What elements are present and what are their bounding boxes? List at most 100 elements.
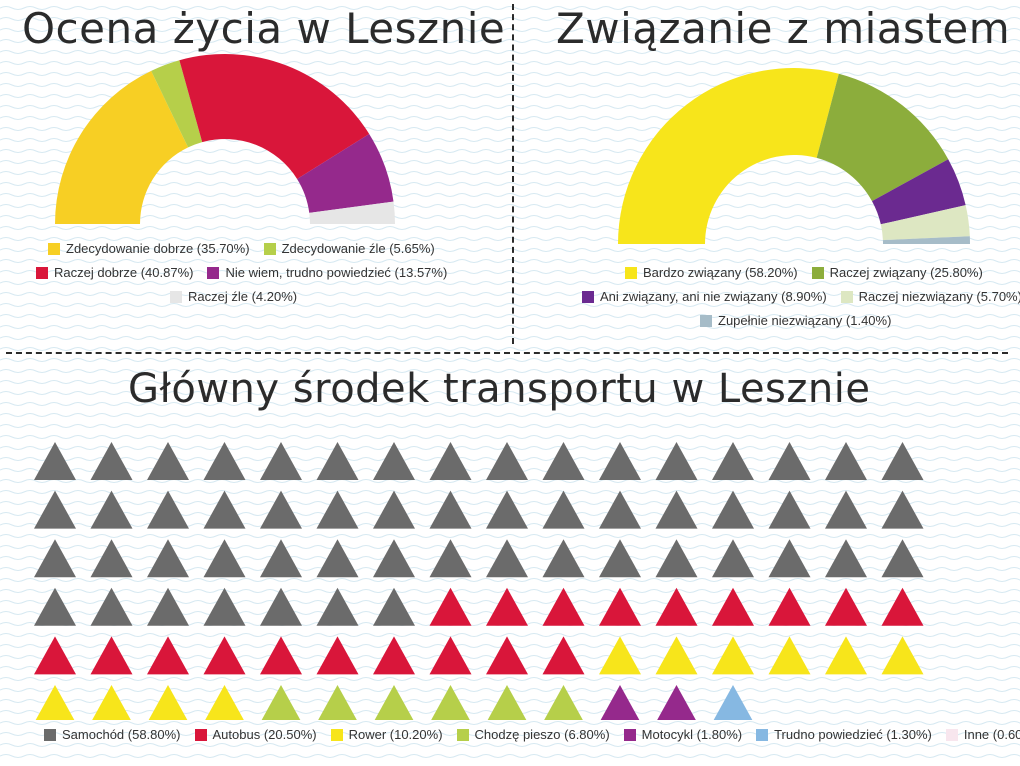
city-attachment-legend-item: Ani związany, ani nie związany (8.90%) (582, 289, 827, 304)
city-attachment-legend-row: Bardzo związany (58.20%) Raczej związany … (625, 265, 983, 280)
life-rating-legend-item: Raczej źle (4.20%) (170, 289, 297, 304)
transport-triangle-icon (599, 539, 641, 578)
transport-triangle-icon (825, 442, 867, 480)
transport-triangle-icon (712, 587, 754, 626)
life-rating-legend-label: Raczej źle (4.20%) (188, 289, 298, 304)
transport-triangle-icon (599, 442, 641, 480)
city-attachment-title: Związanie z miastem (556, 4, 1011, 53)
life-rating-donut (55, 53, 395, 224)
transport-legend-item: Autobus (20.50%) (194, 727, 317, 742)
life-rating-legend-item: Zdecydowanie źle (5.65%) (263, 241, 435, 256)
transport-triangle-icon (373, 490, 415, 529)
transport-triangle-icon (147, 490, 189, 529)
transport-triangle-icon (90, 490, 133, 529)
life-rating-legend-row: Raczej dobrze (40.87%) Nie wiem, trudno p… (36, 265, 447, 280)
city-attachment-legend-label: Ani związany, ani nie związany (8.90%) (600, 289, 827, 304)
transport-triangle-icon (35, 685, 75, 720)
transport-triangle-icon (599, 587, 641, 626)
life-rating-legend-row: Raczej źle (4.20%) (170, 289, 297, 304)
transport-triangle-icon (768, 539, 811, 578)
transport-triangle-icon (203, 490, 246, 529)
transport-triangle-icon (542, 636, 585, 675)
transport-legend-row: Samochód (58.80%) Autobus (20.50%) Rower (… (44, 727, 1020, 742)
transport-triangle-icon (657, 685, 696, 720)
transport-legend-swatch (945, 728, 958, 741)
transport-triangle-icon (881, 442, 924, 480)
transport-triangle-icon (881, 490, 924, 529)
transport-triangle-icon (260, 442, 302, 480)
transport-triangle-icon (429, 636, 472, 675)
life-rating-legend-label: Nie wiem, trudno powiedzieć (13.57%) (225, 265, 448, 280)
transport-triangle-icon (429, 539, 472, 578)
city-attachment-donut (618, 67, 970, 244)
life-rating-legend-swatch (36, 266, 48, 279)
city-attachment-legend-item: Raczej związany (25.80%) (811, 265, 983, 280)
transport-triangle-icon (147, 587, 189, 626)
transport-triangle-icon (487, 685, 527, 720)
transport-triangle-icon (825, 636, 867, 675)
life-rating-legend-swatch (170, 290, 182, 303)
transport-triangle-icon (260, 587, 302, 626)
life-rating-title: Ocena życia w Lesznie (22, 4, 506, 53)
transport-triangle-icon (373, 539, 415, 578)
life-rating-legend-swatch (48, 242, 60, 255)
transport-triangle-icon (655, 636, 698, 675)
city-attachment-slice-4 (882, 236, 970, 244)
transport-triangle-icon (486, 539, 528, 578)
transport-triangle-icon (881, 636, 924, 675)
transport-legend-label: Rower (10.20%) (348, 727, 443, 742)
life-rating-slice-3 (297, 133, 394, 213)
city-attachment-slice-1 (816, 73, 949, 202)
horizontal-divider (6, 352, 1008, 354)
city-attachment-legend-row: Zupełnie niezwiązany (1.40%) (700, 313, 891, 328)
transport-triangle-icon (768, 587, 811, 626)
transport-triangle-icon (713, 685, 753, 720)
vertical-divider (512, 4, 514, 344)
transport-triangle-icon (542, 490, 585, 529)
transport-triangle-icon (34, 539, 76, 578)
city-attachment-slice-3 (880, 205, 970, 241)
transport-triangle-icon (203, 539, 246, 578)
transport-triangle-icon (147, 636, 189, 675)
transport-triangle-icon (260, 539, 302, 578)
transport-legend-item: Rower (10.20%) (330, 727, 443, 742)
life-rating-legend-label: Zdecydowanie źle (5.65%) (281, 241, 435, 256)
transport-triangle-icon (261, 685, 301, 720)
transport-legend-label: Trudno powiedzieć (1.30%) (774, 727, 932, 742)
life-rating-legend-item: Raczej dobrze (40.87%) (36, 265, 193, 280)
transport-triangle-icon (373, 442, 415, 480)
life-rating-legend-label: Raczej dobrze (40.87%) (54, 265, 194, 280)
transport-triangle-icon (147, 442, 189, 480)
transport-triangle-icon (431, 685, 470, 720)
transport-legend-swatch (756, 728, 769, 741)
transport-legend-label: Autobus (20.50%) (212, 727, 317, 742)
transport-triangle-icon (90, 442, 133, 480)
transport-triangle-icon (147, 539, 189, 578)
life-rating-legend-row: Zdecydowanie dobrze (35.70%) Zdecydowanie… (48, 241, 435, 256)
transport-triangle-icon (655, 587, 698, 626)
transport-triangle-icon (768, 636, 811, 675)
transport-triangle-icon (712, 442, 754, 480)
transport-triangle-icon (34, 442, 76, 480)
transport-triangle-icon (768, 490, 811, 529)
transport-triangle-icon (542, 587, 585, 626)
transport-triangle-icon (260, 490, 302, 529)
transport-triangle-icon (429, 587, 472, 626)
transport-triangle-icon (655, 490, 698, 529)
transport-triangle-icon (825, 587, 867, 626)
city-attachment-legend-label: Zupełnie niezwiązany (1.40%) (718, 313, 892, 328)
city-attachment-legend-swatch (811, 266, 824, 279)
transport-triangle-icon (486, 587, 528, 626)
transport-triangle-icon (655, 539, 698, 578)
transport-triangle-icon (825, 539, 867, 578)
transport-triangle-icon (90, 587, 133, 626)
transport-triangle-icon (599, 490, 641, 529)
transport-triangle-icon (318, 685, 357, 720)
life-rating-legend-swatch (207, 266, 220, 279)
city-attachment-legend-item: Raczej niezwiązany (5.70%) (840, 289, 1020, 304)
transport-legend-label: Chodzę pieszo (6.80%) (474, 727, 610, 742)
transport-legend-label: Motocykl (1.80%) (641, 727, 743, 742)
life-rating-legend-item: Zdecydowanie dobrze (35.70%) (48, 241, 250, 256)
transport-triangle-icon (316, 587, 359, 626)
transport-triangle-icon (316, 490, 359, 529)
